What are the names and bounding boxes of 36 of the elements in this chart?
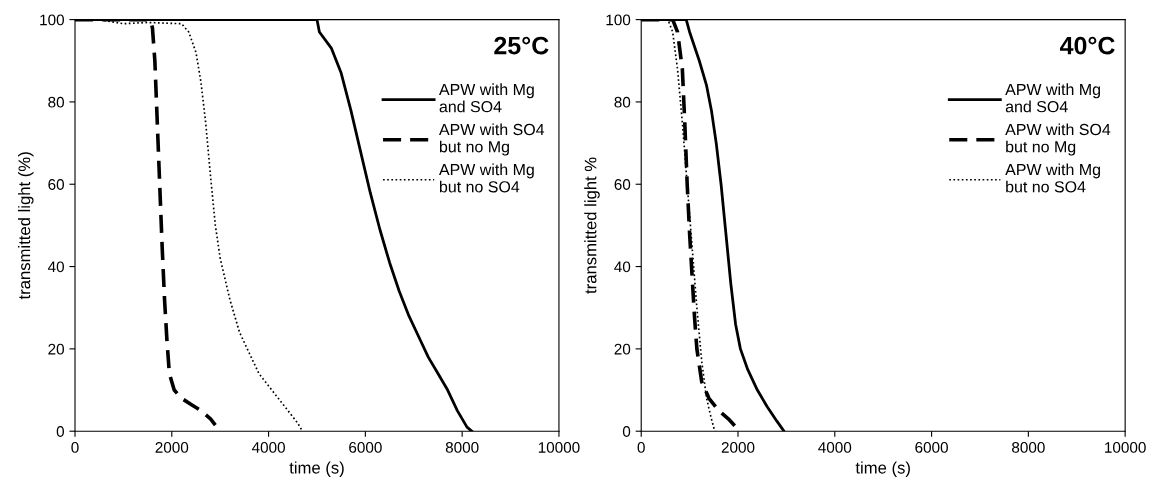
y-tick-label: 0 [622,426,631,437]
x-axis-title: time (s) [855,461,910,477]
x-tick-label: 8000 [1012,442,1045,453]
x-tick-label: 4000 [251,442,285,453]
x-tick-label: 0 [637,442,645,453]
y-tick-label: 60 [614,179,631,190]
legend-label: APW with Mg but no SO4 [1005,163,1100,193]
legend-label: APW with SO4 but no Mg [438,123,545,156]
y-tick-label: 80 [614,96,631,108]
y-tick-label: 40 [614,261,631,273]
y-tick-label: 60 [48,179,64,190]
text: 40°C [1059,36,1115,55]
x-tick-label: 6000 [349,442,382,453]
x-axis-title: time (s) [289,461,344,477]
x-tick-label: 2000 [155,442,189,453]
legend-label: APW with Mg but no SO4 [438,163,534,193]
y-tick-label: 20 [48,343,64,355]
x-tick-label: 8000 [445,442,479,453]
y-tick-label: 100 [40,14,64,26]
x-tick-label: 0 [71,442,79,453]
y-tick-label: 100 [606,14,631,26]
x-tick-label: 6000 [915,442,948,453]
y-tick-label: 40 [47,261,64,273]
y-axis-title: transmitted light (%) [18,152,34,300]
y-axis-title: transmitted light % [584,157,600,294]
legend-label: APW with Mg and SO4 [438,83,534,113]
y-tick-label: 20 [614,343,631,355]
x-tick-label: 2000 [721,442,755,453]
y-tick-label: 80 [48,96,64,108]
legend-label: APW with SO4 but no Mg [1005,123,1111,156]
x-tick-label: 10000 [1105,442,1146,453]
legend-label: APW with Mg and SO4 [1005,83,1100,113]
x-tick-label: 4000 [818,442,852,453]
x-tick-label: 10000 [538,442,580,453]
text: 25°C [494,36,549,55]
y-tick-label: 0 [56,426,64,437]
